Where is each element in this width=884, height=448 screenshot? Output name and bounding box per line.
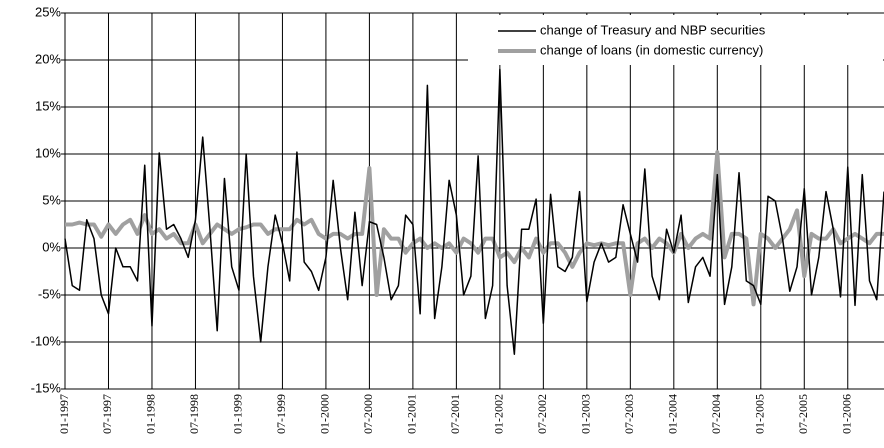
x-tick-label: 01-2001 xyxy=(405,394,419,434)
y-tick-label: 5% xyxy=(42,192,61,207)
x-tick-label: 01-2004 xyxy=(666,394,680,434)
y-tick-label: -10% xyxy=(31,333,62,348)
y-tick-label: 25% xyxy=(35,4,61,19)
x-tick-label: 07-2001 xyxy=(448,394,462,434)
x-tick-label: 01-2000 xyxy=(318,394,332,434)
legend-label: change of Treasury and NBP securities xyxy=(540,22,766,37)
y-tick-label: -15% xyxy=(31,380,62,395)
y-tick-label: 0% xyxy=(42,239,61,254)
y-tick-label: 15% xyxy=(35,98,61,113)
x-tick-label: 07-2004 xyxy=(709,394,723,434)
y-tick-label: 10% xyxy=(35,145,61,160)
x-tick-label: 01-1998 xyxy=(144,394,158,434)
legend-label: change of loans (in domestic currency) xyxy=(540,42,763,57)
y-tick-label: -5% xyxy=(38,286,62,301)
x-tick-label: 01-2005 xyxy=(753,394,767,434)
x-tick-label: 07-1997 xyxy=(100,394,114,434)
x-tick-label: 01-2002 xyxy=(492,394,506,434)
legend-box xyxy=(468,15,883,65)
x-tick-label: 07-1998 xyxy=(187,394,201,434)
x-tick-label: 01-2003 xyxy=(579,394,593,434)
x-tick-label: 01-1999 xyxy=(231,394,245,434)
y-tick-label: 20% xyxy=(35,51,61,66)
series-line xyxy=(64,68,884,355)
x-tick-label: 07-1999 xyxy=(274,394,288,434)
x-tick-label: 07-2005 xyxy=(796,394,810,434)
x-tick-label: 01-1997 xyxy=(57,394,71,434)
x-tick-label: 01-2006 xyxy=(840,394,854,434)
x-tick-label: 07-2002 xyxy=(535,394,549,434)
series-line xyxy=(65,150,884,307)
x-tick-label: 07-2000 xyxy=(361,394,375,434)
x-tick-label: 07-2003 xyxy=(622,394,636,434)
